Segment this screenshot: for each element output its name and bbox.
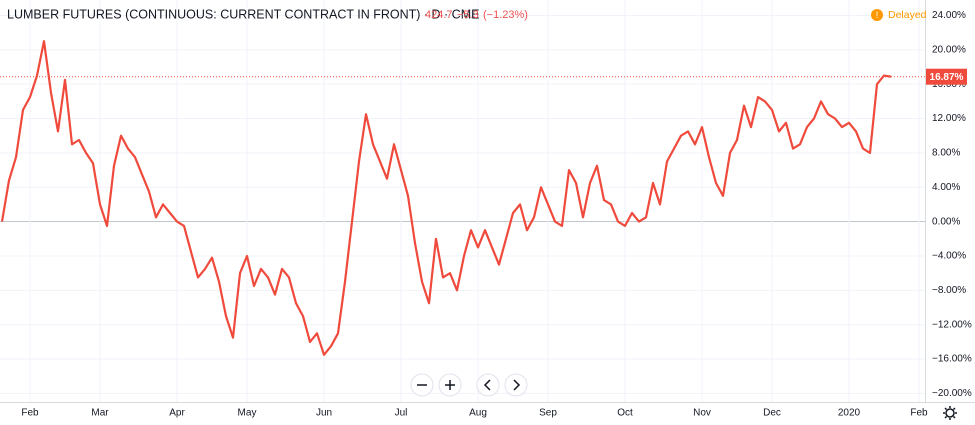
x-tick-label: Nov	[693, 408, 711, 419]
price-badge	[926, 68, 967, 85]
x-tick-label: May	[238, 408, 257, 419]
x-tick-label: Mar	[91, 408, 109, 419]
y-tick-label: −20.00%	[932, 388, 972, 399]
delayed-icon	[871, 9, 883, 21]
settings-icon	[945, 408, 955, 418]
settings-icon-teeth	[943, 406, 957, 420]
x-tick-label: Apr	[169, 408, 185, 419]
y-tick-label: 24.00%	[932, 10, 966, 21]
y-tick-label: −8.00%	[932, 285, 966, 296]
y-tick-label: 12.00%	[932, 113, 966, 124]
y-tick-label: 4.00%	[932, 182, 960, 193]
y-tick-label: −4.00%	[932, 251, 966, 262]
x-tick-label: Feb	[910, 408, 928, 419]
scroll-right-button[interactable]	[504, 373, 528, 397]
x-tick-label: Oct	[617, 408, 633, 419]
delayed-status: Delayed	[888, 9, 927, 21]
series-line	[0, 40, 892, 356]
x-tick-label: Feb	[21, 408, 39, 419]
price-badge-label: 16.87%	[930, 72, 964, 83]
y-tick-label: −12.00%	[932, 319, 972, 330]
plot-area	[0, 0, 925, 402]
y-tick-label: 0.00%	[932, 216, 960, 227]
scroll-left-button[interactable]	[476, 373, 500, 397]
zoom-in-icon	[445, 380, 455, 390]
y-tick-label: −16.00%	[932, 354, 972, 365]
change: −5.3	[457, 9, 479, 21]
x-tick-label: 2020	[838, 408, 861, 419]
chart-title: LUMBER FUTURES (CONTINUOUS: CURRENT CONT…	[7, 7, 479, 21]
scroll-right-icon	[513, 379, 521, 391]
y-tick-label: 8.00%	[932, 148, 960, 159]
delayed-icon-glyph: !	[876, 10, 879, 20]
scroll-left-icon	[483, 379, 491, 391]
last-price: 424.7	[425, 9, 453, 21]
zoom-controls	[410, 373, 528, 397]
x-tick-label: Jun	[316, 408, 332, 419]
x-tick-label: Sep	[539, 408, 557, 419]
y-tick-label: 20.00%	[932, 44, 966, 55]
settings-button[interactable]	[943, 406, 957, 420]
x-tick-label: Aug	[469, 408, 487, 419]
change-percent: (−1.23%)	[483, 9, 528, 21]
x-tick-label: Dec	[763, 408, 781, 419]
x-tick-label: Jul	[395, 408, 408, 419]
